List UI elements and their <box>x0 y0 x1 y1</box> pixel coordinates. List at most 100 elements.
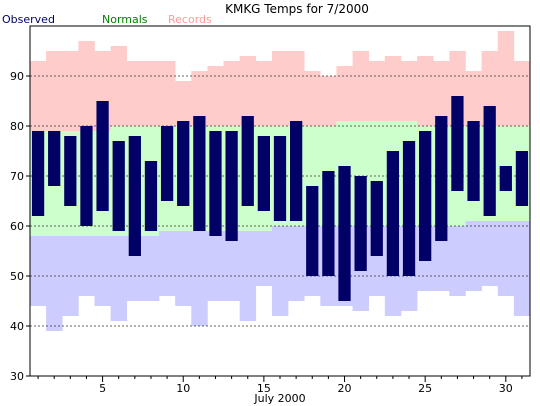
record-low-band <box>94 236 111 306</box>
observed-bar <box>177 121 190 206</box>
record-high-band <box>142 61 160 126</box>
record-low-band <box>449 226 466 296</box>
record-high-band <box>288 51 305 126</box>
record-low-band <box>191 231 208 326</box>
record-low-band <box>513 221 531 316</box>
observed-bar <box>354 176 367 271</box>
record-high-band <box>78 41 95 131</box>
observed-bar <box>402 141 416 276</box>
observed-bar <box>64 136 77 206</box>
record-high-band <box>465 71 482 126</box>
observed-bar <box>96 101 109 211</box>
observed-bar <box>435 116 448 241</box>
observed-bar <box>209 131 222 236</box>
observed-bar <box>257 136 270 211</box>
chart-title: KMKG Temps for 7/2000 <box>225 2 369 16</box>
observed-bar <box>241 116 254 206</box>
record-high-band <box>239 56 257 126</box>
record-high-band <box>223 61 240 126</box>
record-low-band <box>175 231 192 306</box>
record-high-band <box>30 61 47 131</box>
observed-bar <box>419 131 432 261</box>
observed-bar <box>499 166 512 191</box>
record-high-band <box>191 71 208 126</box>
record-high-band <box>368 61 386 121</box>
legend-observed: Observed <box>2 13 55 26</box>
y-tick-label: 60 <box>10 220 24 233</box>
observed-bar <box>144 161 158 231</box>
record-high-band <box>400 61 418 121</box>
record-high-band <box>62 51 79 131</box>
record-high-band <box>304 71 321 126</box>
record-high-band <box>352 51 370 121</box>
record-low-band <box>78 236 95 296</box>
observed-bars <box>31 96 529 301</box>
observed-bar <box>290 121 303 221</box>
observed-bar <box>451 96 464 191</box>
observed-bar <box>322 171 335 276</box>
observed-bar <box>80 126 93 226</box>
record-high-band <box>497 31 515 126</box>
record-high-band <box>175 81 192 126</box>
record-high-band <box>110 46 128 126</box>
record-high-band <box>207 66 224 126</box>
x-tick-label: 10 <box>176 382 190 395</box>
record-high-band <box>159 61 176 126</box>
observed-bar <box>193 116 206 231</box>
record-high-band <box>336 66 353 121</box>
record-high-band <box>513 61 531 126</box>
record-high-band <box>126 61 144 126</box>
record-low-band <box>288 226 305 301</box>
record-low-band <box>433 226 450 291</box>
record-high-band <box>46 51 63 131</box>
record-low-band <box>46 236 63 331</box>
observed-bar <box>31 131 45 216</box>
x-axis-label: July 2000 <box>253 392 305 405</box>
record-low-band <box>497 221 515 296</box>
observed-bar <box>48 131 61 186</box>
record-low-band <box>271 226 289 316</box>
record-low-band <box>207 231 224 301</box>
observed-bar <box>338 166 351 301</box>
observed-bar <box>515 151 529 206</box>
observed-bar <box>386 151 400 276</box>
record-low-band <box>481 221 499 286</box>
x-tick-label: 25 <box>418 382 432 395</box>
y-tick-label: 50 <box>10 270 24 283</box>
record-low-band <box>255 231 273 286</box>
observed-bar <box>273 136 287 221</box>
record-high-band <box>417 56 434 126</box>
record-high-band <box>433 61 450 126</box>
observed-bar <box>370 181 383 256</box>
record-low-band <box>465 221 482 291</box>
record-low-band <box>223 231 240 301</box>
axes: 30 40 50 60 70 80 90 5 10 15 20 25 30 <box>10 25 531 395</box>
y-tick-label: 90 <box>10 70 24 83</box>
y-tick-label: 40 <box>10 320 24 333</box>
x-tick-label: 30 <box>499 382 513 395</box>
observed-bar <box>467 121 480 201</box>
record-high-band <box>384 56 402 121</box>
y-tick-label: 70 <box>10 170 24 183</box>
observed-bar <box>306 186 319 276</box>
legend-normals: Normals <box>102 13 148 26</box>
record-high-band <box>271 51 289 126</box>
record-low-band <box>30 236 47 306</box>
legend-records: Records <box>168 13 212 26</box>
record-low-band <box>142 236 160 301</box>
observed-bar <box>483 106 496 216</box>
x-tick-label: 15 <box>257 382 271 395</box>
observed-bar <box>112 141 125 231</box>
y-tick-label: 80 <box>10 120 24 133</box>
record-low-band <box>110 236 128 321</box>
y-tick-label: 30 <box>10 370 24 383</box>
record-high-band <box>320 76 337 126</box>
x-tick-label: 5 <box>99 382 106 395</box>
record-high-band <box>255 61 273 126</box>
observed-bar <box>225 131 238 241</box>
record-low-band <box>159 231 176 296</box>
observed-bar <box>160 126 174 201</box>
x-tick-label: 20 <box>338 382 352 395</box>
observed-bar <box>128 136 141 256</box>
